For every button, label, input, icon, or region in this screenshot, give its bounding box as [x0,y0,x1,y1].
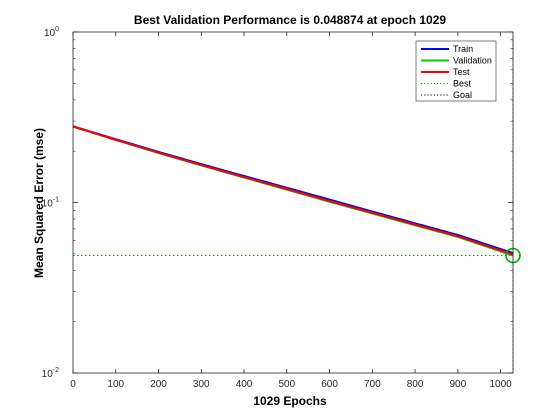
chart-title: Best Validation Performance is 0.048874 … [134,13,446,27]
y-tick-exponent: -1 [53,197,59,204]
x-tick-label: 300 [193,379,210,390]
x-axis-label: 1029 Epochs [253,394,327,408]
y-tick-exponent: -2 [53,367,59,374]
y-tick-base: 10 [42,199,54,210]
x-tick-label: 200 [150,379,167,390]
legend-label-best: Best [453,79,472,89]
y-tick-label: 100 [44,26,59,39]
x-tick-label: 1000 [489,379,512,390]
legend-label-train: Train [453,44,473,54]
y-tick-label: 10-1 [42,197,59,210]
x-tick-label: 700 [364,379,381,390]
y-tick-label: 10-2 [42,367,59,380]
x-tick-label: 600 [321,379,338,390]
x-tick-label: 100 [107,379,124,390]
legend-label-test: Test [453,67,470,77]
x-tick-labels: 0 100 200 300 400 500 600 700 800 900 1000 [70,379,512,390]
x-tick-label: 800 [407,379,424,390]
series-line-test [72,125,514,256]
axes-frame [72,31,514,374]
y-tick-base: 10 [44,28,56,39]
y-axis-label: Mean Squared Error (mse) [32,128,46,278]
y-tick-exponent: 0 [55,26,59,33]
x-tick-label: 0 [70,379,76,390]
legend-label-goal: Goal [453,90,472,100]
x-tick-label: 400 [236,379,253,390]
legend-label-validation: Validation [453,56,492,66]
x-tick-label: 900 [449,379,466,390]
y-tick-base: 10 [42,369,54,380]
x-tick-label: 500 [278,379,295,390]
